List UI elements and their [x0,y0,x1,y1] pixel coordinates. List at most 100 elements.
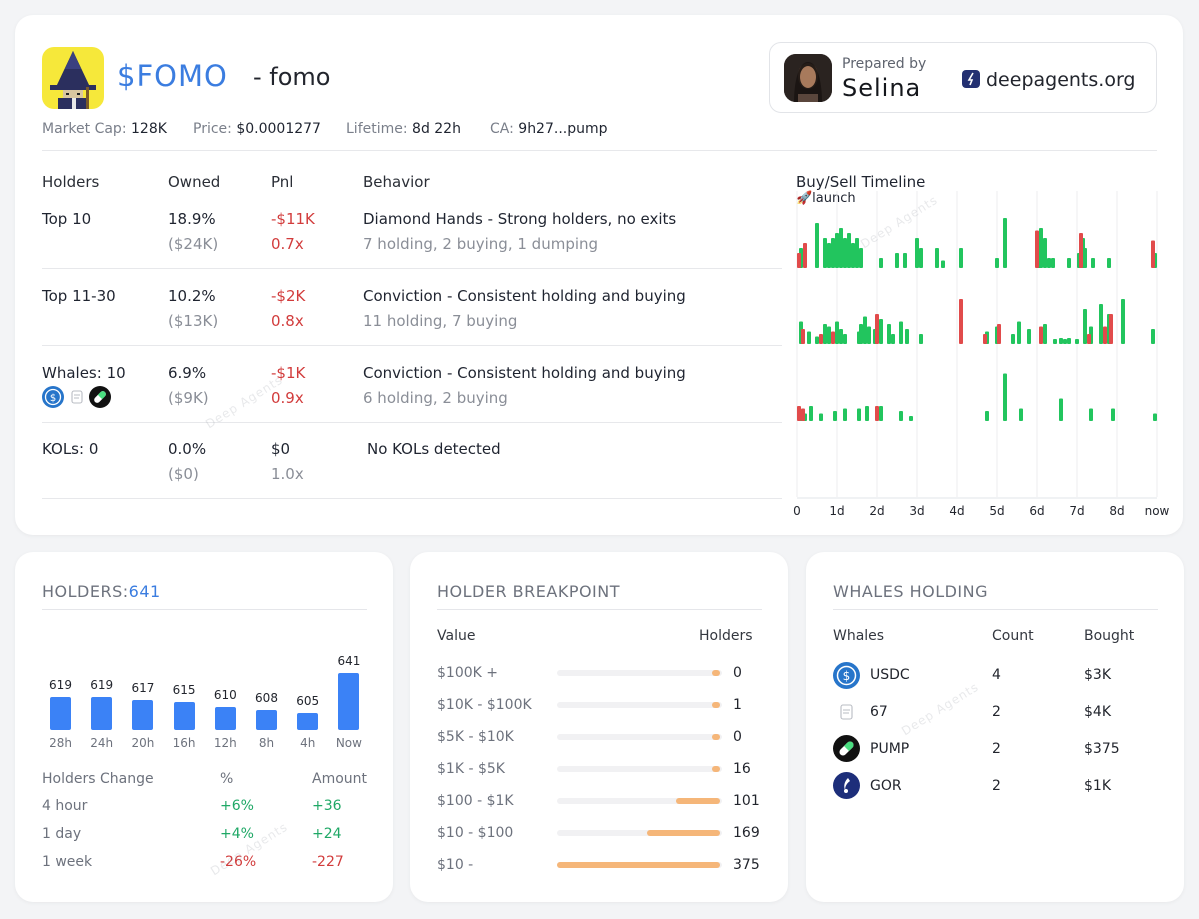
timeline-buy-bar [879,319,883,344]
timeline-buy-bar [1053,339,1057,344]
token-name: - fomo [253,63,331,91]
holders-bar [91,697,113,730]
holders-bar-label: 20h [131,736,155,750]
timeline-title: Buy/Sell Timeline [796,173,926,191]
col-header-owned: Owned [168,173,221,191]
holders-card: HOLDERS:641 Holders Change % Amount 4 ho… [15,552,393,902]
whales-holding-card: WHALES HOLDING Whales Count Bought $ USD… [806,552,1184,902]
value-header: Value [437,628,476,644]
holders-bar [297,712,319,730]
timeline-tick-label: 3d [909,504,924,518]
holders-bar [338,673,360,730]
breakpoint-title: HOLDER BREAKPOINT [437,582,621,601]
row-behavior-detail: 6 holding, 2 buying [363,389,508,407]
row-pnl-multiple: 1.0x [271,465,304,483]
whale-name: USDC [870,667,910,683]
divider [833,609,1158,610]
timeline-buy-bar [867,326,871,344]
row-pnl-multiple: 0.9x [271,389,304,407]
timeline-sell-bar [1079,233,1083,268]
row-holders: Whales: 10 [42,364,126,382]
market-cap: Market Cap: 128K [42,121,167,137]
site-link[interactable]: deepagents.org [986,69,1136,91]
row-owned: 18.9% [168,210,216,228]
row-divider [42,345,782,346]
token-ticker: $FOMO [117,59,228,93]
change-amount: +36 [312,798,342,814]
timeline-buy-bar [899,411,903,421]
breakpoint-label: $10 - $100 [437,825,514,841]
lifetime: Lifetime: 8d 22h [346,121,461,137]
timeline-buy-bar [807,331,811,344]
timeline-buy-bar [995,258,999,268]
change-pct: +6% [220,798,254,814]
row-behavior: No KOLs detected [367,440,501,458]
timeline-sell-bar [983,334,987,344]
pct-header: % [220,771,234,787]
wizard-logo-icon [42,47,104,109]
change-period: 1 week [42,854,93,870]
holders-bar-label: 4h [300,736,316,750]
breakpoint-bar-fill [712,702,720,708]
timeline-tick-label: 7d [1069,504,1084,518]
timeline-buy-bar [865,406,869,421]
contract-address[interactable]: CA: 9h27...pump [490,121,608,137]
timeline-buy-bar [895,253,899,268]
timeline-buy-bar [879,406,883,421]
row-pnl: -$1K [271,364,306,382]
timeline-buy-bar [1059,398,1063,421]
whale-bought: $375 [1084,741,1120,757]
change-pct: -26% [220,854,257,870]
row-behavior: Diamond Hands - Strong holders, no exits [363,210,677,228]
timeline-buy-bar [1083,248,1087,268]
timeline-buy-bar [863,316,867,344]
change-pct: +4% [220,826,254,842]
change-amount: +24 [312,826,342,842]
timeline-sell-bar [875,406,879,421]
whale-bought: $1K [1084,778,1111,794]
timeline-buy-bar [843,408,847,421]
holders-change-header: Holders Change [42,771,154,787]
holders-bar-label: 12h [213,736,237,750]
breakpoint-bar-track [557,702,722,708]
timeline-buy-bar [1153,413,1157,421]
col-header-pnl: Pnl [271,173,294,191]
row-owned: 6.9% [168,364,207,382]
timeline-buy-bar [1039,228,1043,268]
breakpoint-bar-fill [676,798,720,804]
timeline-sell-bar [997,324,1001,344]
timeline-tick-label: 8d [1109,504,1124,518]
holders-bar-label: Now [335,736,362,750]
timeline-tick-label: 6d [1029,504,1044,518]
timeline-buy-bar [855,238,859,268]
bought-header: Bought [1084,628,1135,644]
holders-bar-value: 605 [296,693,320,708]
timeline-buy-bar [819,413,823,421]
timeline-buy-bar [879,258,883,268]
whale-bought: $4K [1084,704,1111,720]
whale-count: 2 [992,778,1001,794]
breakpoint-bar-track [557,670,722,676]
sketch-icon [833,699,860,726]
timeline-buy-bar [1089,408,1093,421]
breakpoint-bar-track [557,862,722,868]
holders-bar-label: 16h [172,736,196,750]
timeline-buy-bar [1107,258,1111,268]
sketch-icon [66,386,88,408]
timeline-buy-bar [843,334,847,344]
timeline-buy-bar [1027,329,1031,344]
row-owned: 0.0% [168,440,207,458]
amount-header: Amount [312,771,368,787]
holders-bar-value: 608 [255,690,278,705]
breakpoint-count: 16 [733,761,751,777]
timeline-buy-bar [1067,338,1071,344]
timeline-buy-bar [1091,258,1095,268]
col-header-behavior: Behavior [363,173,430,191]
divider [42,150,1157,151]
timeline-buy-bar [835,321,839,344]
timeline-sell-bar [1103,326,1107,344]
holders-bar-label: 24h [90,736,114,750]
timeline-buy-bar [919,248,923,268]
timeline-buy-bar [827,243,831,268]
timeline-sell-bar [1039,326,1043,344]
